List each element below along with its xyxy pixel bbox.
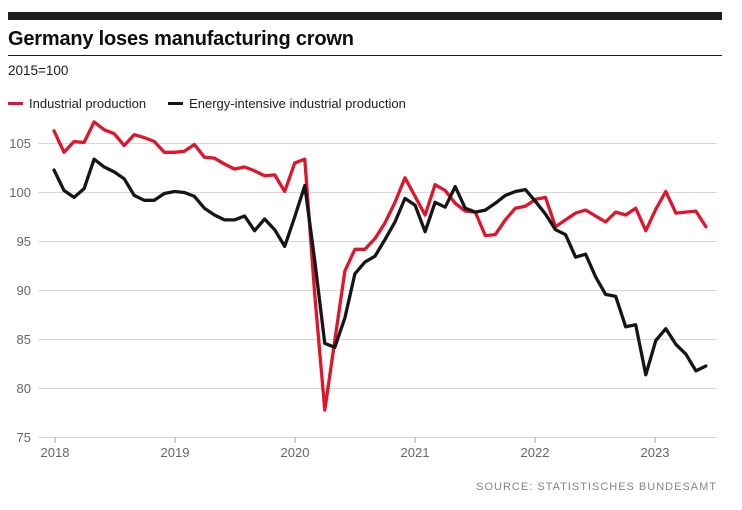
legend-label-industrial-production: Industrial production xyxy=(29,96,147,111)
source-note: Source: Statistisches Bundesamt xyxy=(476,481,717,493)
x-tick-label: 2021 xyxy=(401,445,430,460)
y-tick-label: 100 xyxy=(9,185,31,200)
x-tick-label: 2018 xyxy=(41,445,70,460)
chart-title: Germany loses manufacturing crown xyxy=(8,28,354,50)
y-tick-label: 90 xyxy=(17,283,31,298)
industrial-production-swatch xyxy=(8,102,23,105)
legend-item-energy-intensive: Energy-intensive industrial production xyxy=(168,96,406,111)
y-tick-label: 80 xyxy=(17,381,31,396)
legend: Industrial production Energy-intensive i… xyxy=(8,96,406,111)
energy-intensive-industrial-production-line xyxy=(52,157,708,377)
legend-label-energy-intensive: Energy-intensive industrial production xyxy=(189,96,406,111)
title-divider xyxy=(8,55,722,56)
y-tick-label: 75 xyxy=(17,430,31,445)
y-tick-label: 105 xyxy=(9,136,31,151)
energy-intensive-swatch xyxy=(168,102,184,105)
top-accent-bar xyxy=(8,12,722,20)
x-tick-label: 2022 xyxy=(521,445,550,460)
x-tick-label: 2020 xyxy=(281,445,310,460)
y-tick-label: 95 xyxy=(17,234,31,249)
industrial-production-line xyxy=(52,120,708,412)
x-tick-label: 2023 xyxy=(641,445,670,460)
x-tick-label: 2019 xyxy=(161,445,190,460)
legend-item-industrial-production: Industrial production xyxy=(8,96,146,111)
index-note: 2015=100 xyxy=(8,63,69,78)
y-tick-label: 85 xyxy=(17,332,31,347)
